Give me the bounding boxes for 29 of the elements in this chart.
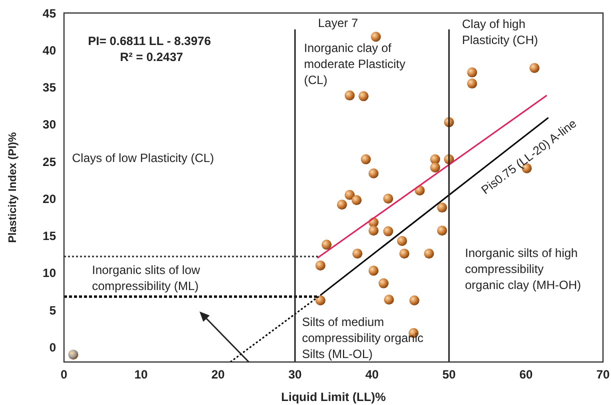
x-tick-label: 70 [596, 368, 610, 382]
annotation: R² = 0.2437 [120, 50, 184, 64]
chart-title: Layer 7 [318, 16, 358, 30]
y-tick-label: 15 [42, 229, 56, 244]
x-tick-label: 0 [60, 368, 68, 382]
x-axis-title: Liquid Limit (LL)% [281, 390, 386, 404]
y-tick-label: 10 [42, 266, 56, 280]
x-tick-label: 20 [211, 368, 225, 382]
y-tick-label: 30 [42, 118, 56, 132]
x-tick-label: 10 [134, 368, 148, 382]
y-tick-label: 45 [42, 6, 56, 20]
y-tick-label: 35 [42, 80, 56, 95]
y-tick-label: 5 [49, 303, 56, 318]
annotation: Inorganic clay of moderate Plasticity (CL) [304, 41, 406, 87]
x-tick-label: 60 [519, 368, 533, 382]
y-tick-label: 40 [42, 43, 56, 58]
annotation: PI= 0.6811 LL - 8.3976 [88, 34, 211, 48]
y-tick-label: 0 [49, 340, 56, 354]
annotation: Silts of medium compressibility organic Silts (ML-OL) [302, 315, 424, 361]
y-axis-title: Plasticity Index (PI)% [6, 132, 19, 243]
x-tick-label: 40 [365, 368, 379, 382]
annotation: Inorganic slits of low compressibility (ML) [92, 263, 200, 293]
x-tick-label: 30 [288, 368, 302, 382]
annotation: Clays of low Plasticity (CL) [72, 151, 214, 165]
y-tick-label: 25 [42, 154, 56, 169]
annotation: Inorganic silts of high compressibility organic clay (MH-OH) [465, 246, 582, 292]
y-tick-label: 20 [42, 192, 56, 206]
x-tick-label: 50 [442, 368, 456, 382]
annotation: Clay of high Plasticity (CH) [462, 17, 538, 47]
